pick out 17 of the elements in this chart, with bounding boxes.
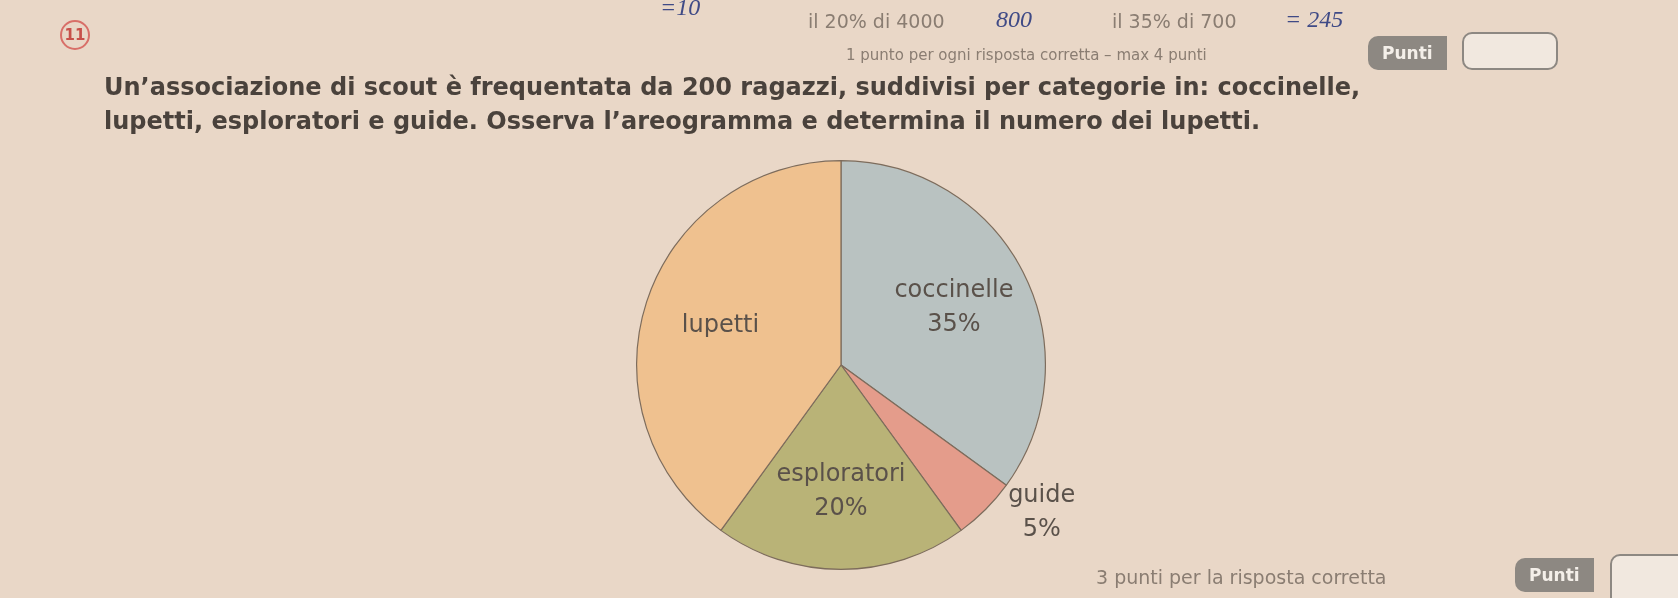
text: 800 (996, 6, 1032, 33)
data-label: 35% (927, 308, 981, 337)
slice-label: esploratori (776, 458, 906, 487)
text: il 20% di 4000 (808, 10, 945, 32)
slice-label: coccinelle (894, 274, 1014, 303)
data-label: 5% (1022, 514, 1061, 543)
chart-title: Un’associazione di scout è frequentata da 200 ragazzi, suddivisi per categorie in: coccinelle, lupetti, esploratori e guide. Osserva l’areogramma e determina il numero dei lupetti. (104, 72, 1362, 137)
text: il 35% di 700 (1112, 10, 1237, 32)
slice-label: guide (1008, 480, 1076, 509)
text: Punti (1368, 36, 1447, 70)
slice-label: lupetti (681, 310, 760, 339)
text: = 245 (1285, 6, 1344, 33)
text: Punti (1515, 558, 1594, 592)
text: 11 (60, 20, 90, 50)
text: 3 punti per la risposta corretta (1096, 566, 1387, 588)
data-label: 20% (814, 492, 868, 521)
text: 1 punto per ogni risposta corretta – max 4 punti (846, 46, 1207, 64)
